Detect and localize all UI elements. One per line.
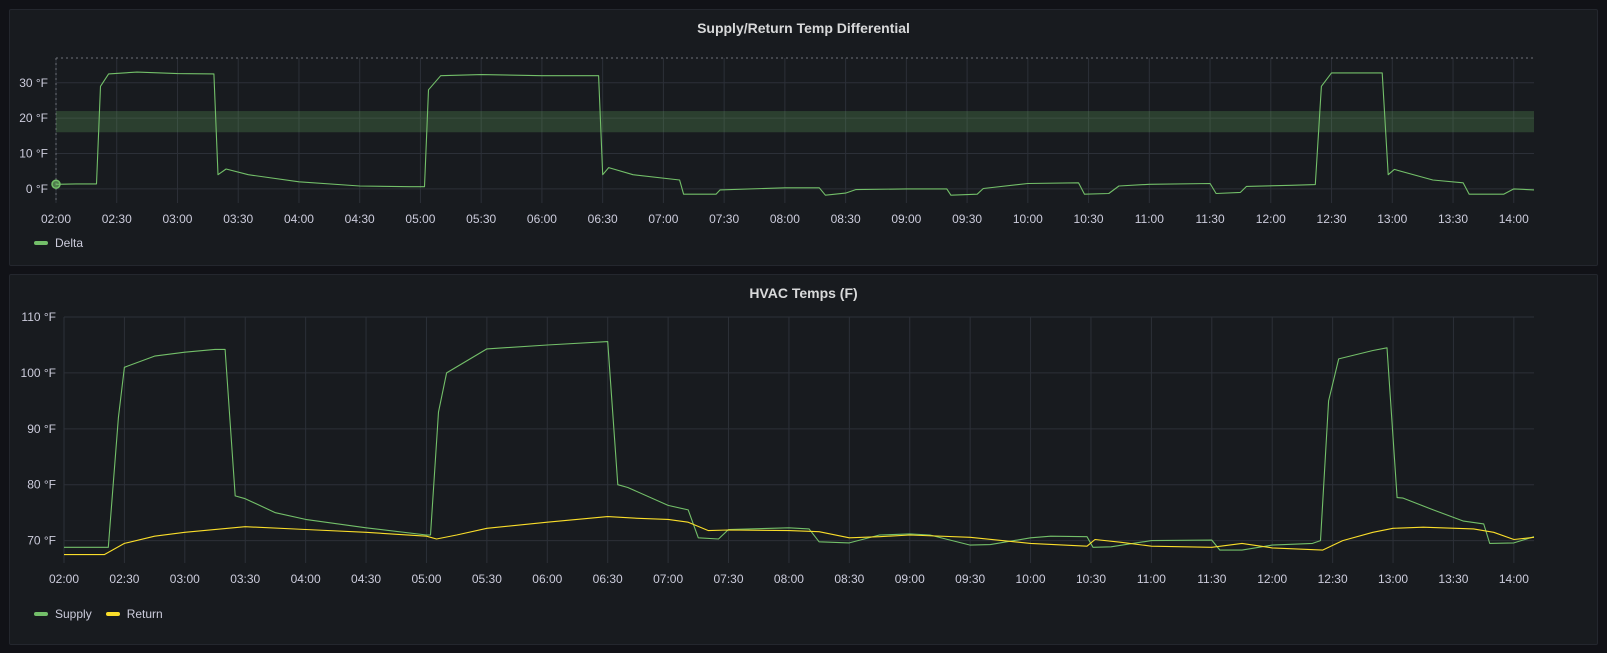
legend-swatch-return bbox=[105, 612, 120, 616]
x-tick-label: 09:30 bbox=[952, 212, 982, 226]
hover-point-marker[interactable] bbox=[51, 179, 61, 190]
x-tick-label: 11:30 bbox=[1197, 572, 1226, 586]
x-tick-label: 03:30 bbox=[223, 212, 253, 226]
x-tick-label: 12:30 bbox=[1318, 572, 1348, 586]
legend-label-return: Return bbox=[126, 607, 163, 621]
x-tick-label: 04:30 bbox=[345, 212, 375, 226]
x-tick-label: 10:30 bbox=[1076, 572, 1106, 586]
legend-item-delta[interactable]: Delta bbox=[34, 236, 83, 250]
x-tick-label: 12:00 bbox=[1256, 212, 1286, 226]
x-tick-label: 12:30 bbox=[1317, 212, 1347, 226]
x-tick-label: 02:30 bbox=[102, 212, 132, 226]
threshold-band bbox=[56, 111, 1534, 133]
x-tick-label: 03:00 bbox=[170, 572, 200, 586]
legend: Supply Return bbox=[34, 607, 177, 621]
x-tick-label: 06:30 bbox=[588, 212, 618, 226]
delta-chart: 02:00 02:30 03:00 03:30 04:00 04:30 05:00 05:30… bbox=[19, 57, 1535, 226]
x-tick-label: 08:30 bbox=[834, 572, 864, 586]
x-tick-label: 05:30 bbox=[466, 212, 496, 226]
y-tick-label: 90 °F bbox=[27, 422, 56, 436]
x-tick-label: 13:00 bbox=[1377, 212, 1407, 226]
x-tick-label: 05:30 bbox=[472, 572, 502, 586]
x-tick-label: 06:00 bbox=[532, 572, 562, 586]
hvac-temps-panel: HVAC Temps (F) 02:00 02:30 03:00 03:30 04:00… bbox=[9, 274, 1598, 645]
x-tick-label: 02:00 bbox=[41, 212, 71, 226]
x-tick-label: 07:30 bbox=[709, 212, 739, 226]
grid bbox=[55, 58, 1534, 203]
x-tick-label: 11:00 bbox=[1135, 212, 1164, 226]
legend-item-return[interactable]: Return bbox=[105, 607, 163, 621]
x-tick-label: 14:00 bbox=[1499, 572, 1529, 586]
x-tick-label: 07:00 bbox=[648, 212, 678, 226]
x-tick-label: 06:00 bbox=[527, 212, 557, 226]
x-tick-label: 13:30 bbox=[1438, 572, 1468, 586]
x-tick-label: 08:00 bbox=[774, 572, 804, 586]
x-tick-label: 07:30 bbox=[714, 572, 744, 586]
x-tick-label: 03:30 bbox=[230, 572, 260, 586]
x-tick-label: 02:30 bbox=[109, 572, 139, 586]
x-tick-label: 05:00 bbox=[411, 572, 441, 586]
x-tick-label: 07:00 bbox=[653, 572, 683, 586]
x-tick-label: 10:00 bbox=[1013, 212, 1043, 226]
x-tick-label: 06:30 bbox=[593, 572, 623, 586]
x-tick-label: 02:00 bbox=[49, 572, 79, 586]
series-line-return bbox=[64, 516, 1535, 556]
y-tick-label: 100 °F bbox=[21, 366, 56, 380]
legend-swatch-delta bbox=[34, 241, 48, 245]
y-tick-label: 0 °F bbox=[26, 182, 48, 196]
x-tick-label: 09:00 bbox=[895, 572, 925, 586]
x-tick-label: 08:00 bbox=[770, 212, 800, 226]
x-tick-label: 04:00 bbox=[284, 212, 314, 226]
x-tick-label: 08:30 bbox=[831, 212, 861, 226]
y-tick-label: 10 °F bbox=[19, 146, 48, 160]
panel-title[interactable]: HVAC Temps (F) bbox=[749, 285, 858, 301]
x-tick-label: 10:00 bbox=[1016, 572, 1046, 586]
y-tick-label: 30 °F bbox=[19, 76, 48, 90]
x-tick-label: 03:00 bbox=[162, 212, 192, 226]
delta-panel: Supply/Return Temp Differential 02:00 02:… bbox=[9, 9, 1598, 266]
series-line-delta bbox=[55, 71, 1535, 196]
y-tick-label: 110 °F bbox=[21, 310, 56, 324]
x-tick-label: 10:30 bbox=[1074, 212, 1104, 226]
legend-item-supply[interactable]: Supply bbox=[34, 607, 92, 621]
x-tick-label: 13:30 bbox=[1438, 212, 1468, 226]
legend-label-delta: Delta bbox=[55, 236, 84, 250]
grid bbox=[63, 316, 1534, 563]
series-line-supply bbox=[64, 341, 1535, 551]
panel-title[interactable]: Supply/Return Temp Differential bbox=[697, 20, 910, 36]
legend-swatch-supply bbox=[34, 612, 48, 616]
x-tick-label: 13:00 bbox=[1378, 572, 1408, 586]
hvac-temps-chart: 02:00 02:30 03:00 03:30 04:00 04:30 05:00 05:30… bbox=[21, 310, 1535, 586]
x-tick-label: 04:30 bbox=[351, 572, 381, 586]
legend: Delta bbox=[34, 236, 97, 250]
y-tick-label: 70 °F bbox=[27, 534, 56, 548]
x-tick-label: 05:00 bbox=[405, 212, 435, 226]
x-tick-label: 11:30 bbox=[1195, 212, 1224, 226]
x-tick-label: 09:00 bbox=[891, 212, 921, 226]
x-tick-label: 11:00 bbox=[1137, 572, 1166, 586]
x-tick-label: 14:00 bbox=[1499, 212, 1529, 226]
x-tick-label: 04:00 bbox=[291, 572, 321, 586]
legend-label-supply: Supply bbox=[55, 607, 92, 621]
x-tick-label: 09:30 bbox=[955, 572, 985, 586]
y-tick-label: 20 °F bbox=[19, 111, 48, 125]
y-tick-label: 80 °F bbox=[27, 478, 56, 492]
x-tick-label: 12:00 bbox=[1257, 572, 1287, 586]
